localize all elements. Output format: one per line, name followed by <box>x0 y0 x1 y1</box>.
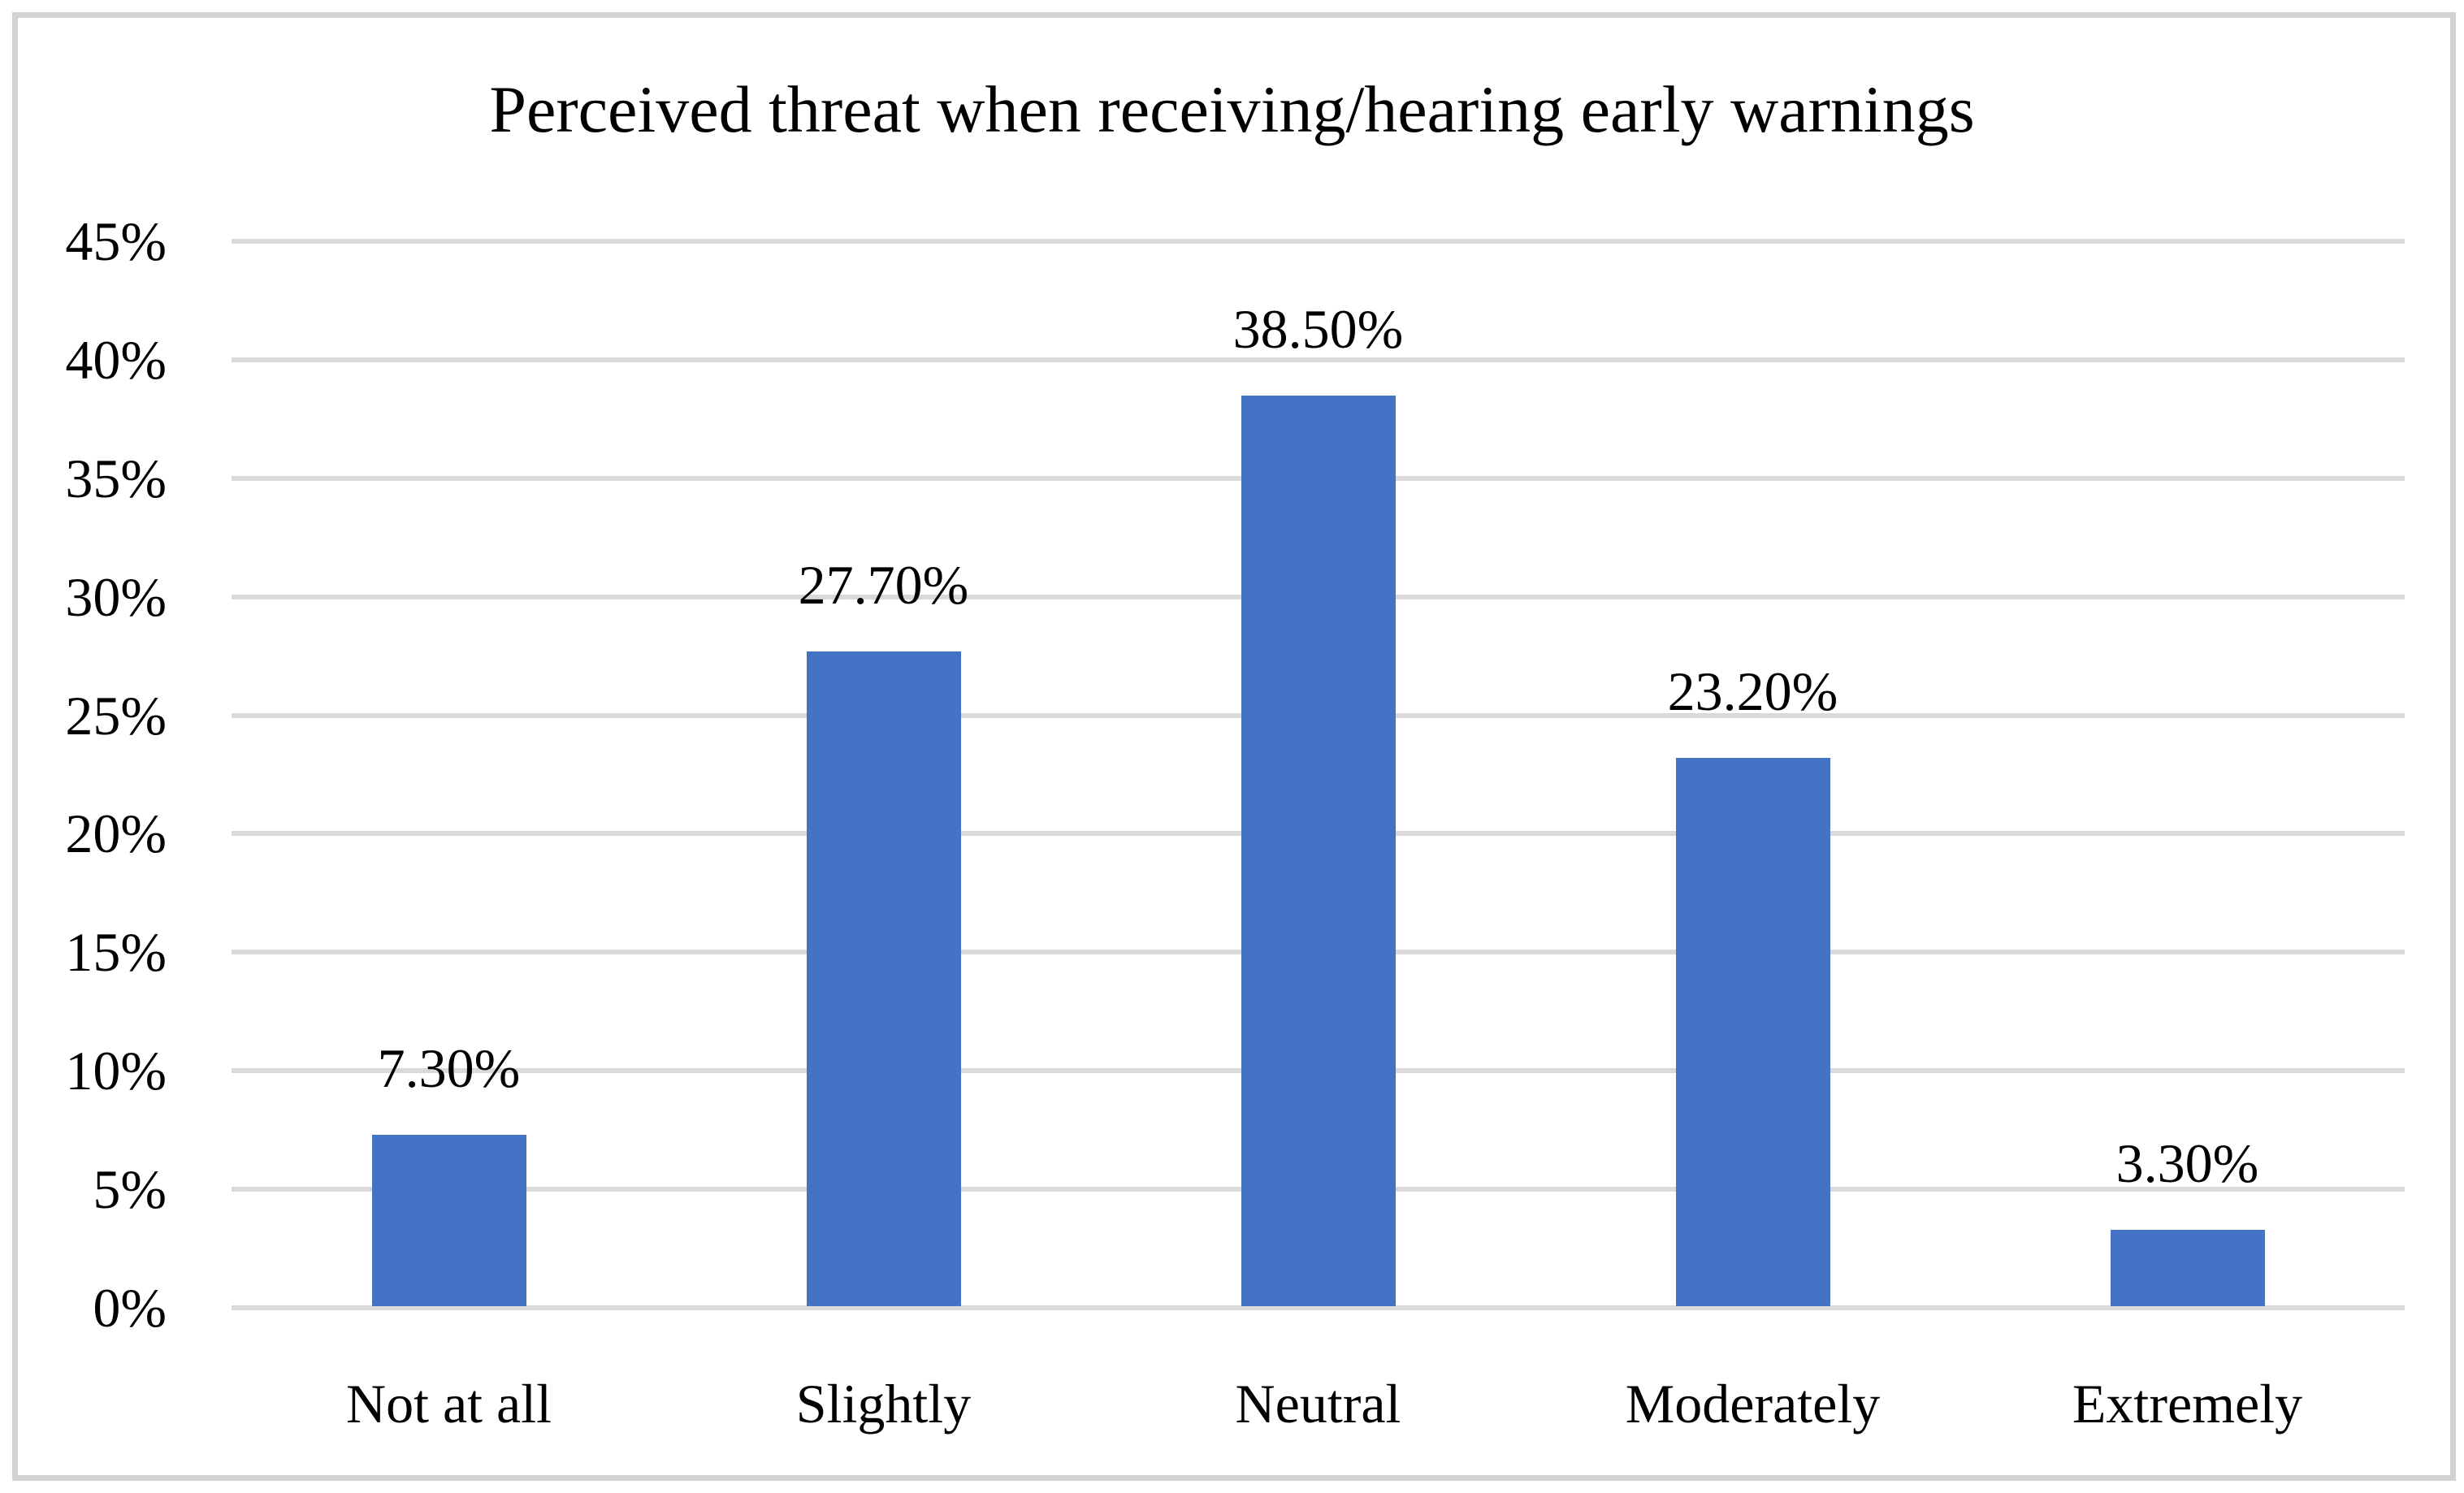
y-tick-label: 25% <box>65 684 167 746</box>
bar <box>371 1135 526 1306</box>
y-tick-label: 5% <box>93 1158 167 1221</box>
x-category-label: Extremely <box>2072 1373 2303 1435</box>
bar <box>1241 395 1396 1306</box>
y-tick-label: 35% <box>65 447 167 509</box>
x-category-label: Slightly <box>795 1373 972 1435</box>
bar-value-label: 3.30% <box>2115 1132 2259 1194</box>
x-category-label: Not at all <box>345 1373 552 1435</box>
y-tick-label: 40% <box>65 328 167 391</box>
y-tick-label: 20% <box>65 803 167 865</box>
bar-value-label: 27.70% <box>798 553 969 616</box>
gridline <box>232 239 2405 244</box>
x-category-label: Neutral <box>1235 1373 1401 1435</box>
gridline <box>232 357 2405 362</box>
bar <box>1675 758 1830 1306</box>
x-category-label: Moderately <box>1625 1373 1881 1435</box>
y-tick-label: 10% <box>65 1040 167 1102</box>
y-tick-label: 30% <box>65 565 167 628</box>
bar <box>806 651 961 1306</box>
y-tick-label: 0% <box>93 1277 167 1339</box>
y-tick-label: 15% <box>65 921 167 984</box>
bar-value-label: 38.50% <box>1232 297 1404 360</box>
y-tick-label: 45% <box>65 210 167 272</box>
bar-value-label: 7.30% <box>377 1037 521 1099</box>
gridline <box>232 1305 2405 1310</box>
chart-title: Perceived threat when receiving/hearing … <box>489 72 1975 146</box>
bar <box>2110 1229 2265 1306</box>
bar-value-label: 23.20% <box>1667 660 1838 723</box>
